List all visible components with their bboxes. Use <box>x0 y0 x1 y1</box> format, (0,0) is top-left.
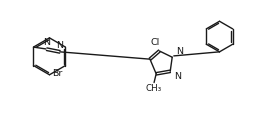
Text: CH₃: CH₃ <box>146 84 162 93</box>
Text: N: N <box>43 38 50 47</box>
Text: Cl: Cl <box>151 38 160 47</box>
Text: Br: Br <box>52 69 62 78</box>
Text: N: N <box>176 47 183 56</box>
Text: N: N <box>174 72 181 81</box>
Text: N: N <box>56 41 63 50</box>
